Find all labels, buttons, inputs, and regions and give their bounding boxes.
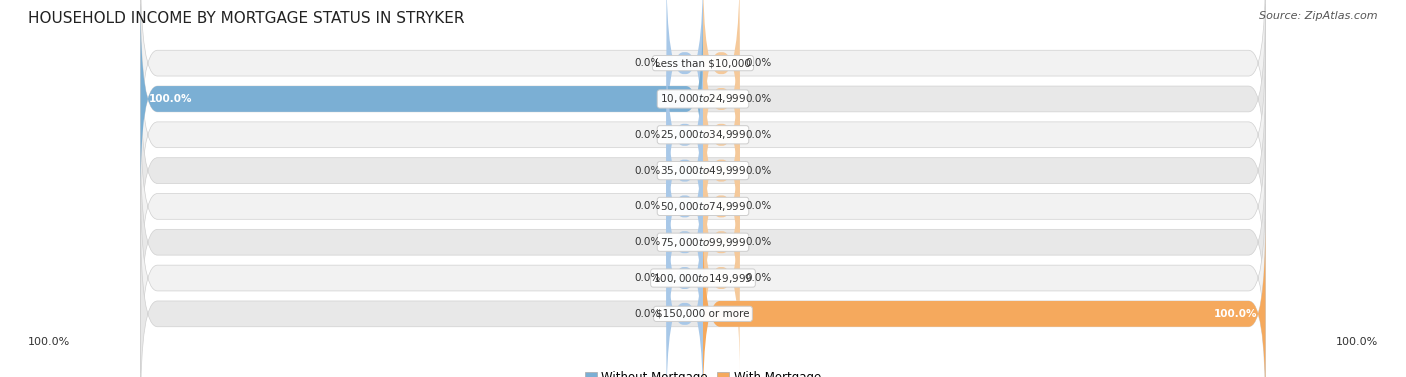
Text: $25,000 to $34,999: $25,000 to $34,999 [659, 128, 747, 141]
FancyBboxPatch shape [703, 110, 740, 303]
FancyBboxPatch shape [666, 146, 703, 339]
FancyBboxPatch shape [703, 38, 740, 231]
Text: $50,000 to $74,999: $50,000 to $74,999 [659, 200, 747, 213]
Text: Less than $10,000: Less than $10,000 [655, 58, 751, 68]
Text: 100.0%: 100.0% [28, 337, 70, 347]
FancyBboxPatch shape [141, 5, 1265, 193]
FancyBboxPatch shape [141, 0, 1265, 158]
Text: 100.0%: 100.0% [149, 94, 193, 104]
Text: 0.0%: 0.0% [634, 166, 661, 176]
Text: $75,000 to $99,999: $75,000 to $99,999 [659, 236, 747, 249]
Text: 100.0%: 100.0% [1336, 337, 1378, 347]
Text: 0.0%: 0.0% [634, 201, 661, 211]
FancyBboxPatch shape [666, 110, 703, 303]
Text: 0.0%: 0.0% [745, 58, 772, 68]
Text: 0.0%: 0.0% [634, 237, 661, 247]
Text: 0.0%: 0.0% [634, 273, 661, 283]
Legend: Without Mortgage, With Mortgage: Without Mortgage, With Mortgage [581, 366, 825, 377]
Text: Source: ZipAtlas.com: Source: ZipAtlas.com [1260, 11, 1378, 21]
FancyBboxPatch shape [141, 40, 1265, 229]
Text: 100.0%: 100.0% [1213, 309, 1257, 319]
Text: 0.0%: 0.0% [745, 94, 772, 104]
FancyBboxPatch shape [703, 182, 740, 374]
FancyBboxPatch shape [666, 38, 703, 231]
Text: $100,000 to $149,999: $100,000 to $149,999 [654, 271, 752, 285]
Text: 0.0%: 0.0% [634, 130, 661, 140]
FancyBboxPatch shape [141, 112, 1265, 301]
Text: $10,000 to $24,999: $10,000 to $24,999 [659, 92, 747, 106]
FancyBboxPatch shape [703, 219, 1265, 377]
Text: HOUSEHOLD INCOME BY MORTGAGE STATUS IN STRYKER: HOUSEHOLD INCOME BY MORTGAGE STATUS IN S… [28, 11, 464, 26]
FancyBboxPatch shape [666, 74, 703, 267]
Text: 0.0%: 0.0% [634, 58, 661, 68]
FancyBboxPatch shape [141, 184, 1265, 372]
FancyBboxPatch shape [141, 5, 703, 193]
FancyBboxPatch shape [141, 76, 1265, 265]
Text: 0.0%: 0.0% [745, 273, 772, 283]
Text: 0.0%: 0.0% [745, 201, 772, 211]
FancyBboxPatch shape [666, 218, 703, 377]
Text: 0.0%: 0.0% [745, 237, 772, 247]
Text: $35,000 to $49,999: $35,000 to $49,999 [659, 164, 747, 177]
FancyBboxPatch shape [141, 219, 1265, 377]
FancyBboxPatch shape [703, 3, 740, 195]
Text: $150,000 or more: $150,000 or more [657, 309, 749, 319]
FancyBboxPatch shape [666, 182, 703, 374]
FancyBboxPatch shape [703, 146, 740, 339]
FancyBboxPatch shape [141, 148, 1265, 337]
Text: 0.0%: 0.0% [745, 130, 772, 140]
FancyBboxPatch shape [703, 74, 740, 267]
Text: 0.0%: 0.0% [634, 309, 661, 319]
FancyBboxPatch shape [703, 0, 740, 159]
FancyBboxPatch shape [666, 0, 703, 159]
Text: 0.0%: 0.0% [745, 166, 772, 176]
